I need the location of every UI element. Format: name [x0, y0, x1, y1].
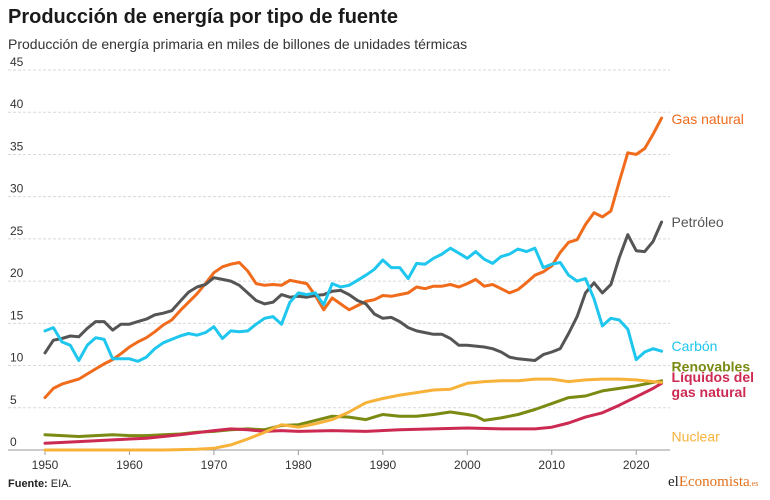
series-label-0: Gas natural	[672, 111, 744, 127]
x-tick-label: 1980	[285, 458, 312, 472]
chart-subtitle: Producción de energía primaria en miles …	[8, 36, 468, 52]
series-label-line: Carbón	[672, 338, 718, 354]
series-label-line: Renovables	[672, 358, 751, 374]
series-line-5	[43, 377, 664, 452]
series-label-4: Líquidos del gas natural	[672, 369, 754, 400]
series-label-3: Renovables	[672, 358, 751, 374]
series-line-0	[43, 116, 664, 400]
y-tick-label: 25	[10, 224, 24, 238]
x-tick-label: 1950	[32, 458, 59, 472]
x-tick-label: 1990	[369, 458, 396, 472]
series-label-line: Petróleo	[672, 214, 724, 230]
series-label-1: Petróleo	[672, 214, 724, 230]
series-label-line: gas natural	[672, 384, 747, 400]
y-tick-label: 45	[10, 55, 24, 69]
y-tick-label: 5	[10, 393, 17, 407]
series-line-3	[43, 379, 664, 438]
logo-part-2: Economista	[678, 474, 750, 490]
chart-title: Producción de energía por tipo de fuente	[8, 6, 399, 28]
series-label-2: Carbón	[672, 338, 718, 354]
series-line-4	[43, 381, 664, 445]
y-tick-label: 10	[10, 351, 24, 365]
source-note: Fuente: EIA.	[8, 478, 72, 490]
y-tick-label: 0	[10, 435, 17, 449]
series-line-2	[43, 246, 664, 363]
x-tick-label: 1970	[201, 458, 228, 472]
series-label-line: Gas natural	[672, 111, 744, 127]
logo-part-3: .es	[749, 479, 759, 488]
logo-part-1: el	[668, 474, 679, 490]
x-tick-label: 2010	[538, 458, 565, 472]
brand-logo: elEconomista.es	[668, 474, 758, 491]
series-line-1	[43, 220, 664, 362]
source-label: Fuente:	[8, 478, 48, 490]
x-tick-label: 2020	[623, 458, 650, 472]
x-tick-label: 2000	[454, 458, 481, 472]
y-tick-label: 35	[10, 139, 24, 153]
y-tick-label: 30	[10, 182, 24, 196]
series-label-line: Nuclear	[672, 428, 721, 444]
y-tick-label: 40	[10, 97, 24, 111]
series-label-5: Nuclear	[672, 428, 721, 444]
y-tick-label: 15	[10, 308, 24, 322]
y-tick-label: 20	[10, 266, 24, 280]
source-text: EIA.	[50, 478, 72, 490]
x-tick-label: 1960	[116, 458, 143, 472]
series-label-line: Líquidos del	[672, 369, 754, 385]
